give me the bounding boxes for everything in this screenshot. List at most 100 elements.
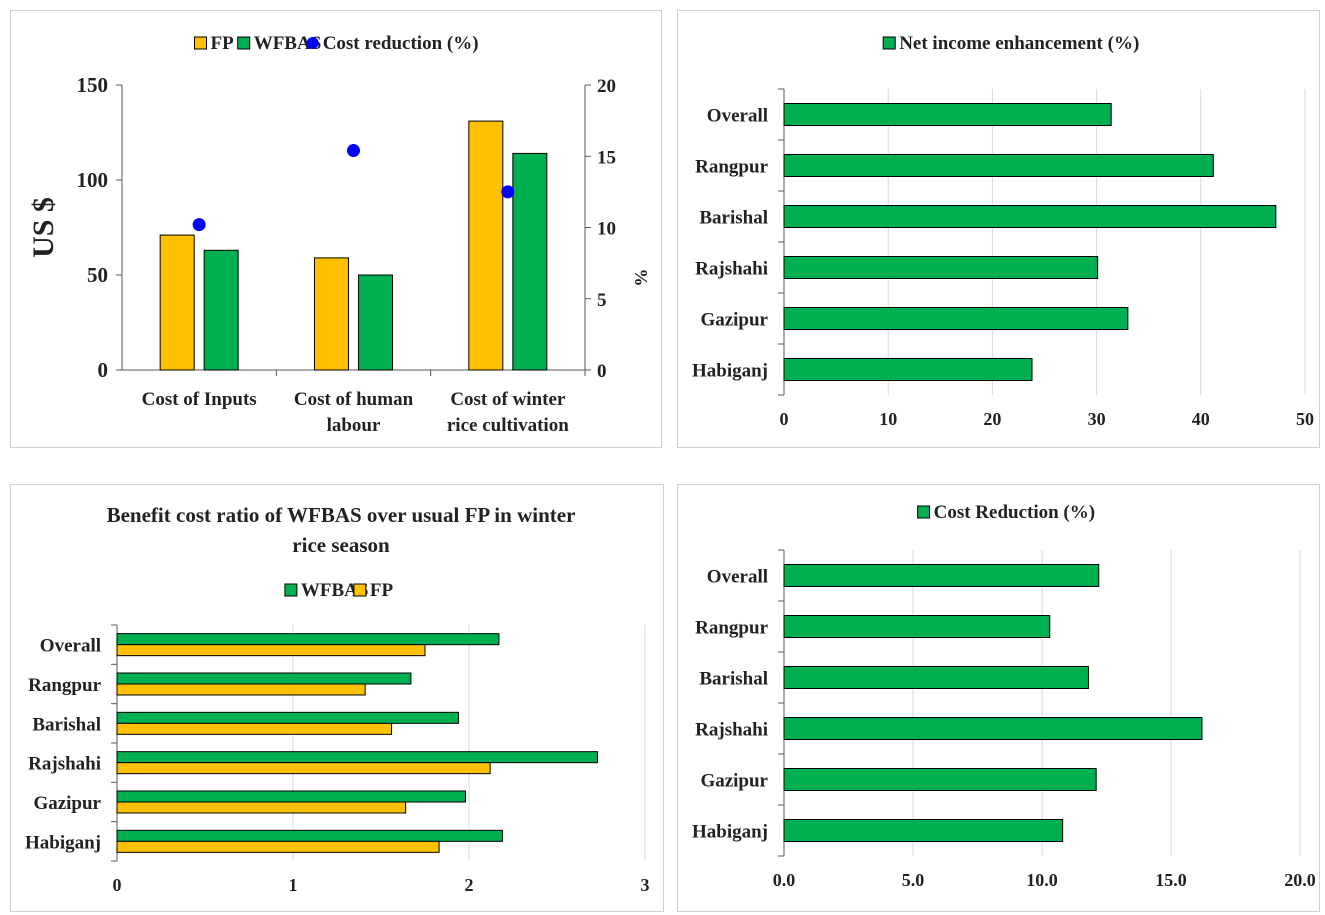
bar-wfbas (116, 751, 598, 764)
panel-cost-reduction: Cost Reduction (%) 0.0 5.0 10.0 15.0 20.0 Over… (677, 484, 1320, 912)
legend-label-1: FP (370, 580, 394, 601)
x-tick-label: 40 (1192, 409, 1210, 429)
chart-title: rice season (292, 533, 390, 557)
bar-fp (116, 683, 366, 696)
category-label: Rangpur (695, 157, 768, 178)
legend-label-1: WFBAS (254, 33, 322, 54)
x-tick-label: 20.0 (1284, 870, 1316, 890)
y2-tick-label: 0 (597, 361, 607, 382)
bar-cost-reduction- (783, 717, 1203, 740)
x-tick-label: 20 (983, 409, 1001, 429)
panel-benefit-cost-ratio: Benefit cost ratio of WFBAS over usual F… (10, 484, 664, 912)
bar-net-income-enhancement- (783, 154, 1214, 177)
bar-fp (314, 257, 349, 371)
bar-wfbas (116, 829, 503, 842)
x-category-label: Cost of Inputs (142, 389, 257, 410)
category-label: Gazipur (700, 771, 768, 792)
legend-label-0: WFBAS (301, 580, 369, 601)
bar-cost-reduction- (783, 666, 1089, 689)
category-label: Gazipur (33, 793, 101, 814)
category-label: Barishal (699, 208, 768, 229)
category-label: Rangpur (695, 618, 768, 639)
bar-cost-reduction- (783, 819, 1064, 842)
bar-fp (468, 120, 504, 371)
legend-swatch-0 (917, 505, 931, 519)
category-label: Barishal (32, 714, 101, 735)
bar-wfbas (116, 711, 459, 724)
bar-wfbas (116, 790, 466, 803)
bar-wfbas (116, 672, 412, 685)
cost-reduction-point (347, 144, 360, 158)
x-tick-label: 1 (289, 875, 298, 895)
bar-fp (116, 722, 393, 735)
category-label: Gazipur (700, 310, 768, 331)
category-label: Rajshahi (695, 720, 768, 741)
benefit-cost-ratio-chart: Benefit cost ratio of WFBAS over usual F… (25, 503, 650, 895)
x-tick-label: 10 (879, 409, 897, 429)
category-label: Habiganj (692, 822, 768, 843)
category-label: Overall (40, 636, 101, 657)
x-tick-label: 2 (465, 875, 474, 895)
panel-net-income: Net income enhancement (%) 0 10 20 30 40 50 Ove… (677, 10, 1320, 448)
y-tick-label: 100 (77, 168, 109, 192)
bar-cost-reduction- (783, 564, 1100, 587)
x-tick-label: 50 (1296, 409, 1314, 429)
y-tick-label: 150 (77, 73, 109, 97)
chart-title: Benefit cost ratio of WFBAS over usual F… (107, 503, 576, 527)
legend-swatch-0 (882, 36, 896, 50)
x-category-label: Cost of winter (450, 389, 566, 410)
bar-wfbas (203, 249, 239, 371)
legend-swatch-1 (353, 583, 367, 597)
cost-reduction-point (501, 185, 515, 199)
x-tick-label: 10.0 (1026, 870, 1058, 890)
legend-swatch-1 (237, 36, 251, 50)
category-label: Overall (707, 567, 768, 588)
category-label: Rajshahi (28, 754, 101, 775)
bar-net-income-enhancement- (783, 307, 1129, 330)
x-tick-label: 30 (1088, 409, 1106, 429)
cost-reduction-point (192, 218, 206, 232)
category-label: Habiganj (25, 832, 101, 853)
y-axis-title: US $ (27, 197, 60, 258)
category-label: Barishal (699, 669, 768, 690)
bar-net-income-enhancement- (783, 103, 1112, 126)
bar-cost-reduction- (783, 768, 1097, 791)
category-label: Overall (707, 106, 768, 127)
y2-tick-label: 15 (597, 147, 616, 168)
legend-label-0: FP (211, 33, 235, 54)
y-tick-label: 0 (98, 358, 109, 382)
category-label: Habiganj (692, 361, 768, 382)
legend-label-0: Cost Reduction (%) (934, 502, 1096, 523)
bar-wfbas (116, 633, 500, 646)
y2-tick-label: 10 (597, 219, 616, 240)
legend-swatch-0 (284, 583, 298, 597)
bar-fp (116, 762, 491, 775)
legend-swatch-0 (194, 36, 207, 50)
bar-fp (159, 234, 195, 371)
bar-wfbas (512, 152, 548, 371)
bar-cost-reduction- (783, 615, 1051, 638)
bar-fp (116, 840, 440, 853)
x-tick-label: 0 (780, 409, 789, 429)
cost-reduction-chart: Cost Reduction (%) 0.0 5.0 10.0 15.0 20.0 Over… (692, 502, 1316, 890)
x-category-label: rice cultivation (447, 415, 569, 436)
y2-tick-label: 5 (597, 290, 607, 311)
y2-tick-label: 20 (597, 76, 616, 97)
x-tick-label: 15.0 (1155, 870, 1187, 890)
x-tick-label: 3 (641, 875, 650, 895)
panel-cost-comparison: FP WFBAS Cost reduction (%) 0 50 100 150 0 5 10 15… (10, 10, 662, 448)
bar-fp (116, 801, 407, 814)
x-category-label: labour (327, 415, 381, 436)
x-tick-label: 5.0 (902, 870, 925, 890)
bar-wfbas (358, 274, 393, 371)
category-label: Rangpur (28, 675, 101, 696)
legend-marker-2 (306, 37, 319, 49)
bar-net-income-enhancement- (783, 358, 1033, 381)
x-tick-label: 0 (113, 875, 122, 895)
net-income-chart: Net income enhancement (%) 0 10 20 30 40 50 Ove… (692, 33, 1314, 429)
y2-axis-title: % (631, 269, 651, 287)
x-category-label: Cost of human (294, 389, 414, 410)
bar-fp (116, 644, 426, 657)
bar-net-income-enhancement- (783, 256, 1099, 279)
bar-net-income-enhancement- (783, 205, 1277, 228)
